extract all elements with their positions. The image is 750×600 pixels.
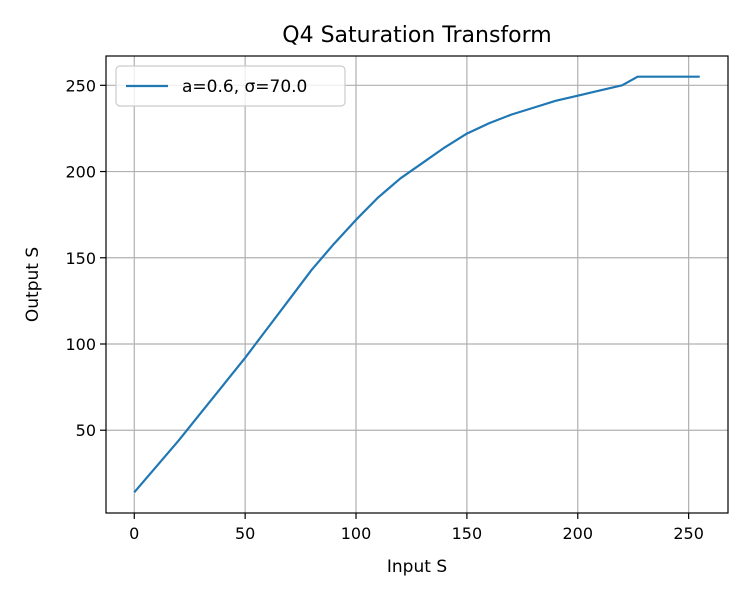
y-tick-label: 100 xyxy=(65,335,96,354)
series-layer xyxy=(133,75,700,494)
y-tick-label: 250 xyxy=(65,76,96,95)
x-tick-label: 0 xyxy=(129,524,139,543)
x-tick-label: 200 xyxy=(562,524,593,543)
x-tick-label: 50 xyxy=(235,524,255,543)
legend: a=0.6, σ=70.0 xyxy=(115,65,346,107)
y-axis-label: Output S xyxy=(23,247,43,322)
ticks: 0 50 100 150 200 250 50 100 150 200 250 xyxy=(65,76,703,543)
y-tick-label: 200 xyxy=(65,163,96,182)
chart-title: Q4 Saturation Transform xyxy=(282,23,551,48)
x-axis-label: Input S xyxy=(387,557,447,577)
legend-label: a=0.6, σ=70.0 xyxy=(182,77,307,97)
x-tick-label: 100 xyxy=(341,524,372,543)
x-tick-label: 150 xyxy=(452,524,483,543)
x-tick-label: 250 xyxy=(673,524,704,543)
series-line xyxy=(133,75,700,494)
y-tick-label: 150 xyxy=(65,249,96,268)
legend-box xyxy=(115,65,346,107)
y-tick-label: 50 xyxy=(76,421,96,440)
plot-frame xyxy=(105,55,729,514)
